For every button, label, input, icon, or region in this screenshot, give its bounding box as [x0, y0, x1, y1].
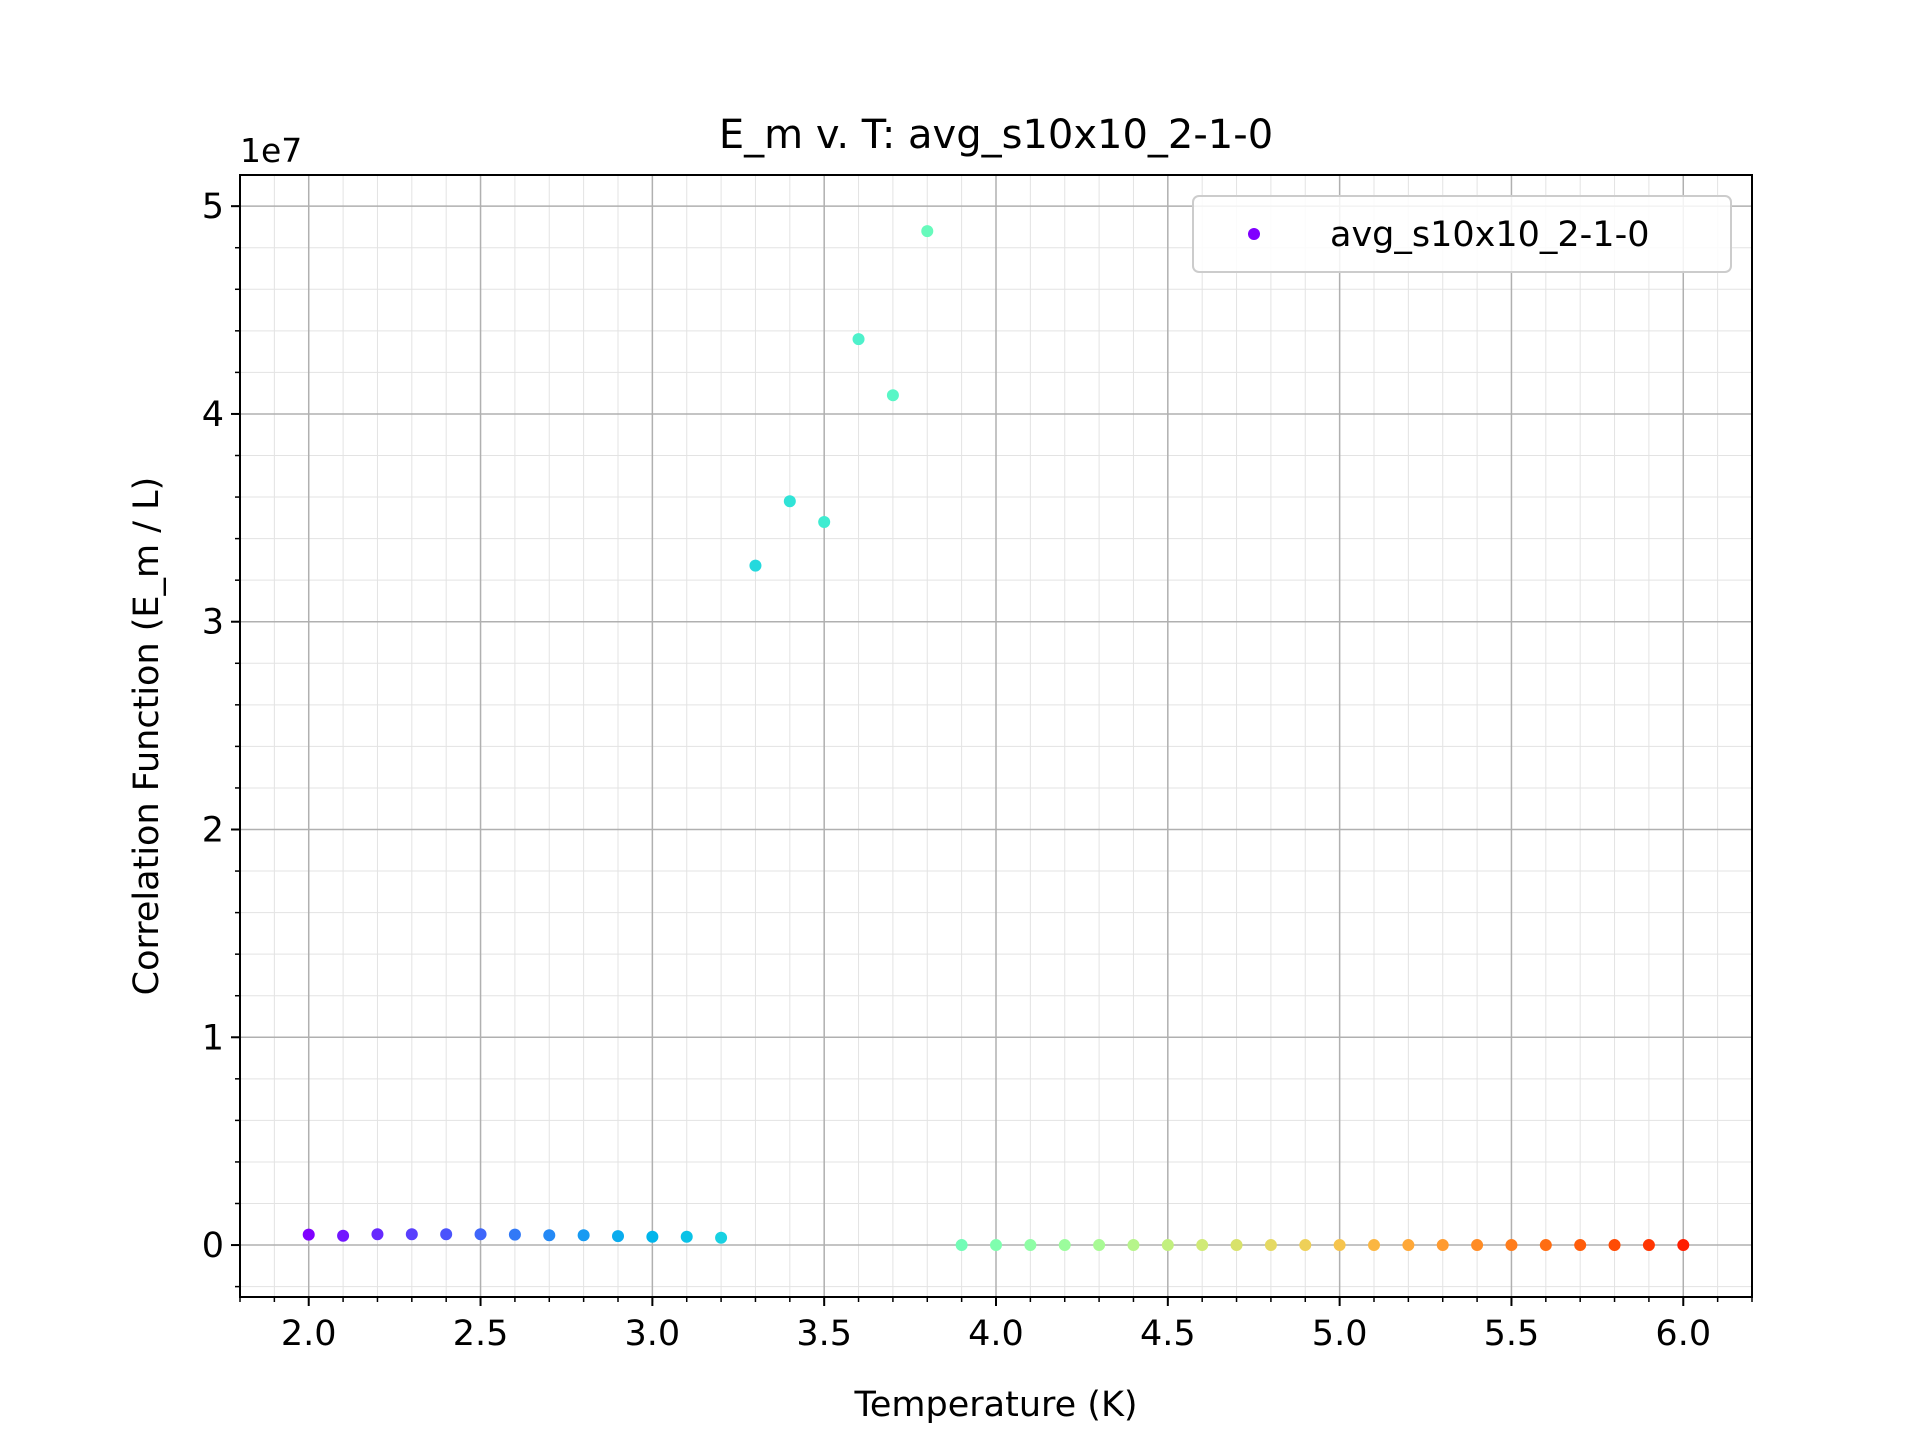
data-point — [886, 389, 899, 402]
data-point — [1402, 1239, 1415, 1252]
data-point — [1333, 1239, 1346, 1252]
data-point — [852, 333, 865, 346]
data-point — [818, 515, 831, 528]
data-point — [543, 1229, 556, 1242]
data-point — [440, 1228, 453, 1241]
data-point — [955, 1239, 968, 1252]
data-point — [1539, 1239, 1552, 1252]
data-point — [1058, 1239, 1071, 1252]
data-point — [1299, 1239, 1312, 1252]
axis-ticks: 2.0 2.5 3.0 3.5 4.0 4.5 5.0 5.5 6.0 0 1 2 3 4 5 — [202, 187, 1753, 1354]
data-point — [474, 1228, 487, 1241]
data-point — [1093, 1239, 1106, 1252]
data-point — [1264, 1239, 1277, 1252]
data-point — [405, 1228, 418, 1241]
data-point — [1574, 1239, 1587, 1252]
data-point — [990, 1239, 1002, 1252]
x-tick-label: 3.0 — [625, 1314, 681, 1354]
data-point — [646, 1230, 659, 1243]
x-axis-label: Temperature (K) — [853, 1385, 1137, 1425]
data-point — [1642, 1239, 1655, 1252]
data-point — [577, 1229, 590, 1242]
y-tick-label: 1 — [202, 1018, 224, 1058]
x-tick-label: 5.0 — [1312, 1314, 1368, 1354]
data-point — [1677, 1239, 1690, 1252]
y-tick-label: 2 — [202, 811, 224, 851]
data-point — [302, 1228, 315, 1241]
data-point — [1436, 1239, 1449, 1252]
x-tick-label: 4.0 — [968, 1314, 1024, 1354]
data-point — [1471, 1239, 1484, 1252]
legend-marker — [1248, 228, 1260, 240]
data-point — [371, 1228, 384, 1241]
data-point — [783, 495, 796, 508]
data-point — [1505, 1239, 1518, 1252]
y-tick-label: 3 — [202, 603, 224, 643]
x-tick-label: 2.5 — [453, 1314, 509, 1354]
legend-label: avg_s10x10_2-1-0 — [1330, 215, 1649, 255]
x-tick-label: 4.5 — [1140, 1314, 1196, 1354]
x-tick-label: 6.0 — [1655, 1314, 1711, 1354]
legend-box — [1192, 195, 1732, 273]
x-tick-label: 5.5 — [1484, 1314, 1540, 1354]
data-point — [1161, 1239, 1174, 1252]
data-point — [1024, 1239, 1037, 1252]
y-tick-label: 0 — [202, 1226, 224, 1266]
x-tick-label: 2.0 — [281, 1314, 337, 1354]
data-point — [1230, 1239, 1243, 1252]
data-point — [1368, 1239, 1380, 1252]
x-tick-label: 3.5 — [796, 1314, 852, 1354]
y-tick-label: 5 — [202, 187, 224, 227]
data-point — [337, 1229, 350, 1242]
data-point — [680, 1230, 693, 1243]
data-point — [508, 1228, 521, 1241]
data-point — [749, 559, 762, 572]
y-offset-label: 1e7 — [240, 131, 302, 170]
data-point — [612, 1230, 624, 1243]
chart-title: E_m v. T: avg_s10x10_2-1-0 — [719, 112, 1273, 158]
legend: avg_s10x10_2-1-0 — [1192, 195, 1732, 273]
y-tick-label: 4 — [202, 395, 224, 435]
data-point — [921, 225, 934, 238]
data-point — [1196, 1239, 1209, 1252]
data-point — [715, 1231, 728, 1244]
data-points — [302, 225, 1690, 1252]
y-axis-label: Correlation Function (E_m / L) — [127, 477, 167, 996]
data-point — [1608, 1239, 1621, 1252]
data-point — [1127, 1239, 1140, 1252]
